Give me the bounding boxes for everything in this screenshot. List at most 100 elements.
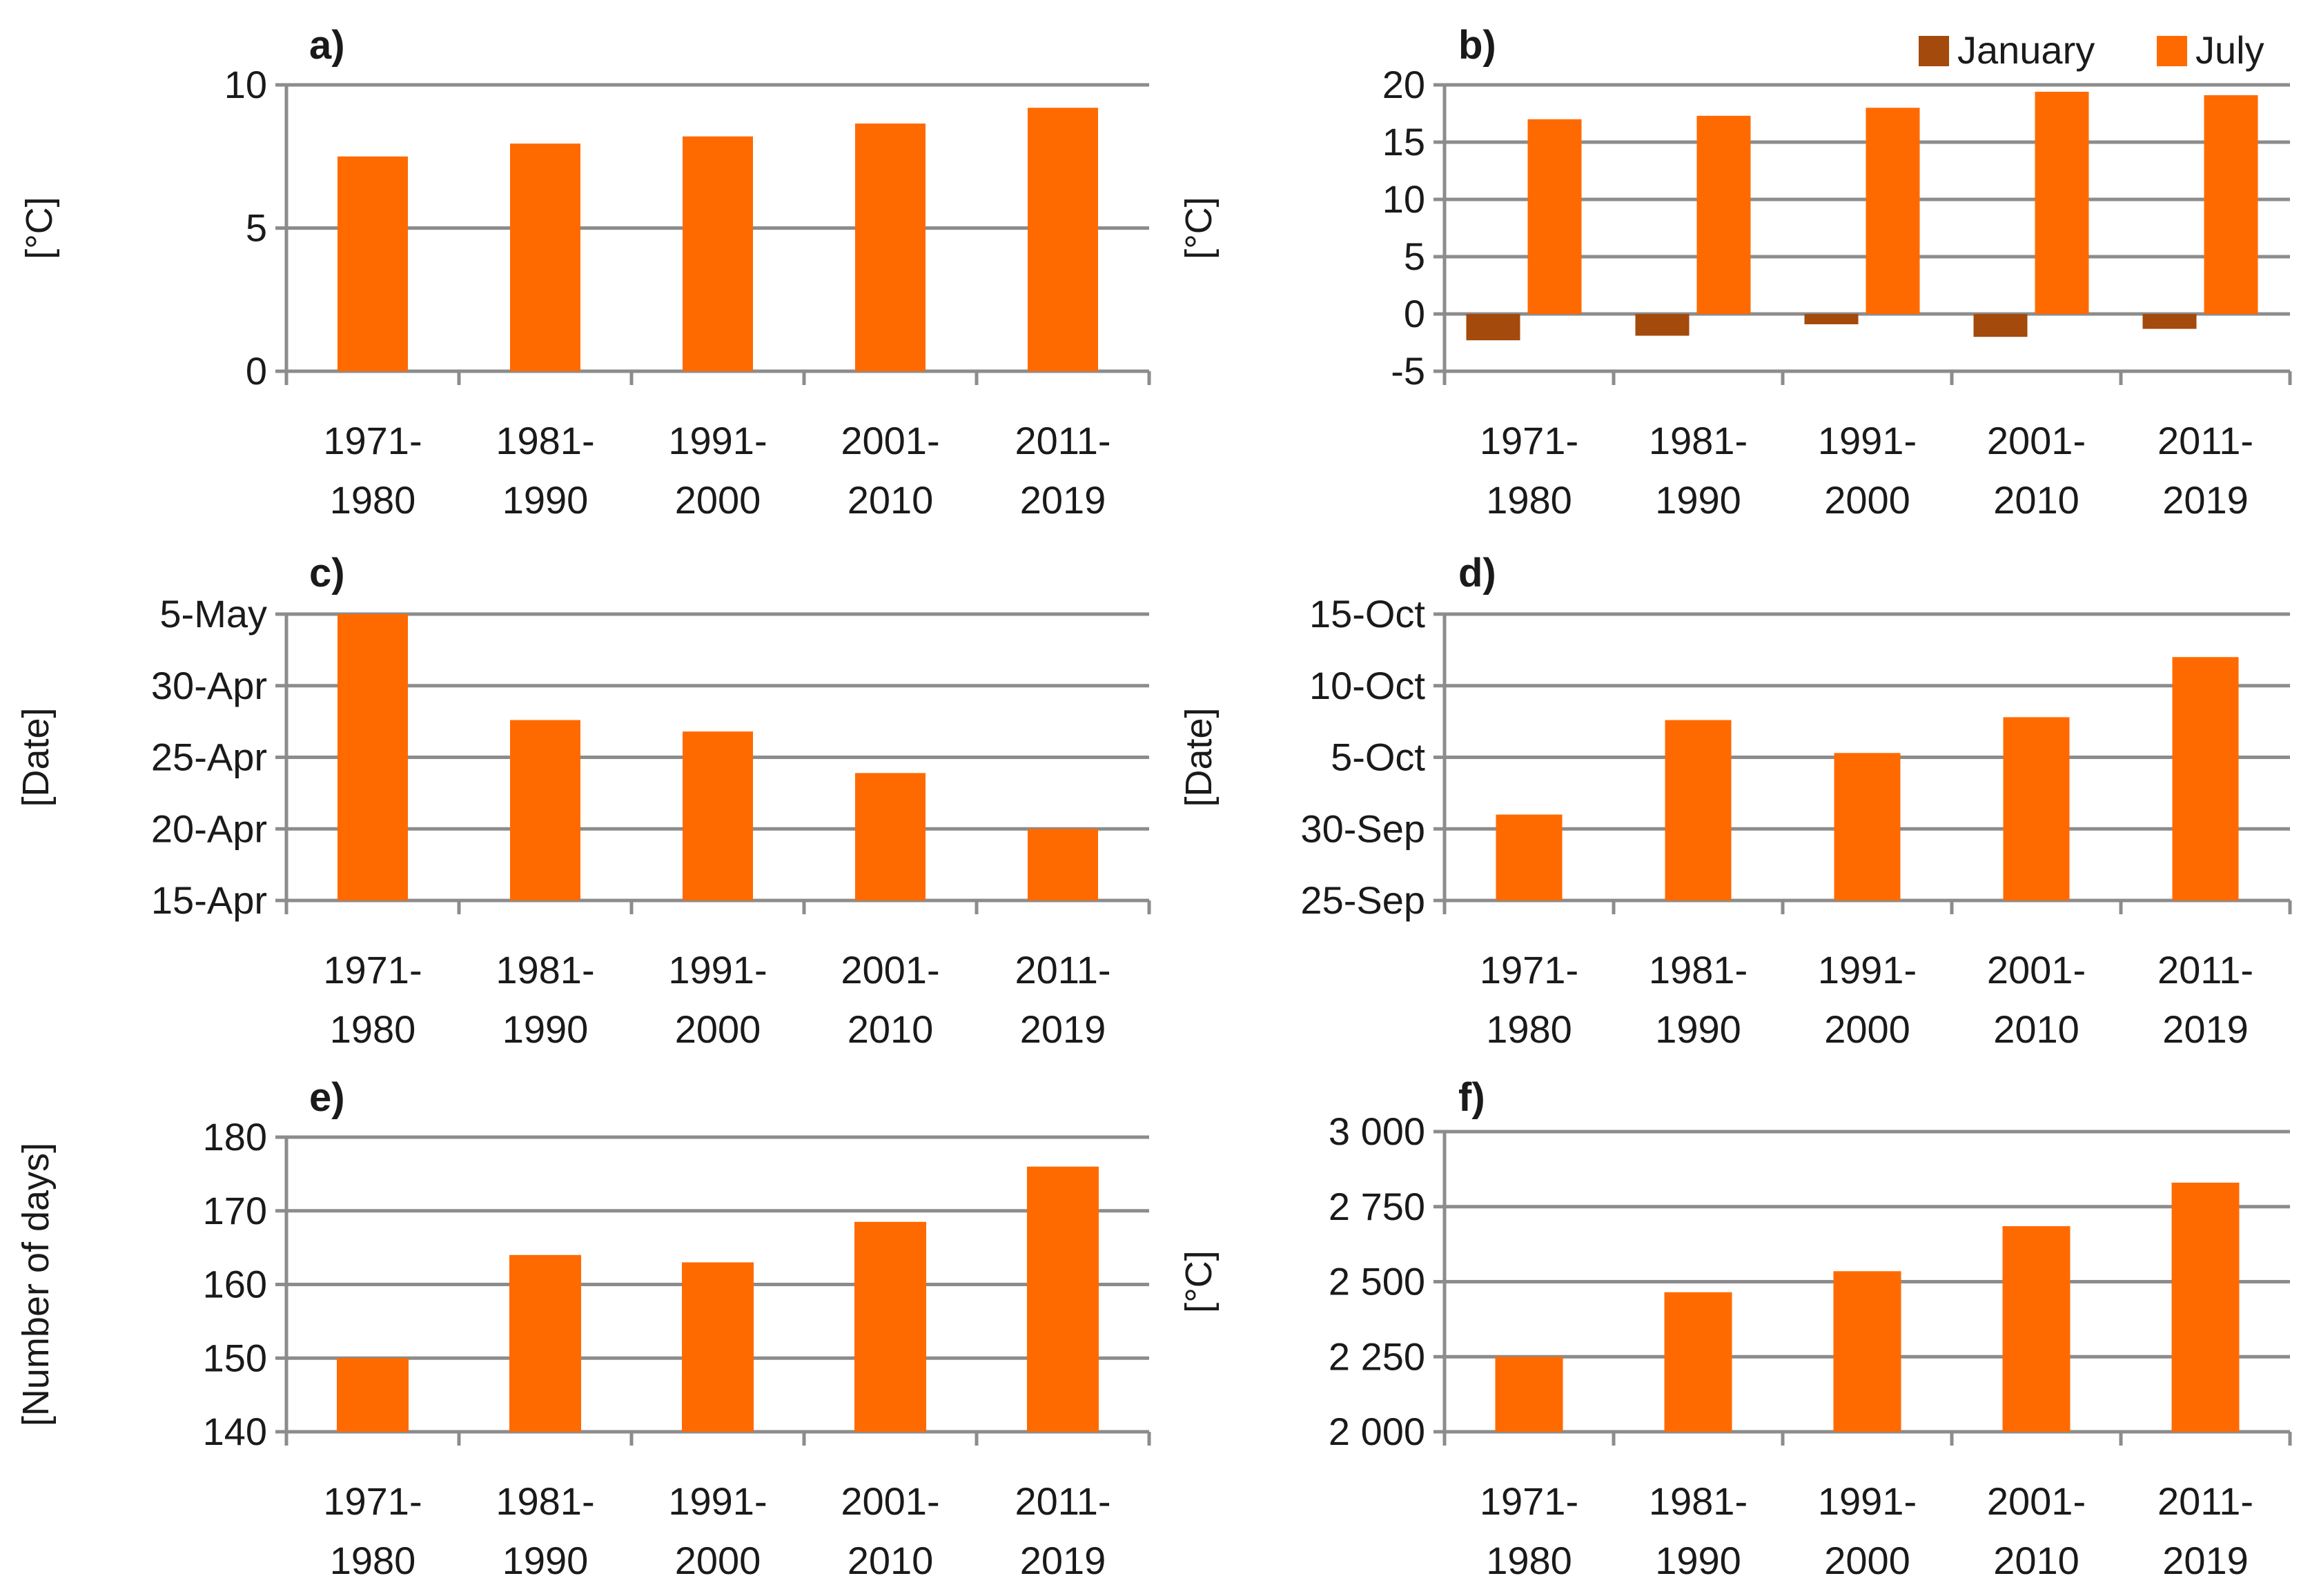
bar — [1664, 1292, 1732, 1432]
x-tick-label-line1: 2001- — [1987, 419, 2086, 462]
x-tick-label-line2: 1980 — [330, 1007, 416, 1051]
y-tick-label: 150 — [203, 1336, 267, 1379]
y-tick-label: 2 750 — [1329, 1185, 1425, 1228]
chart-d: 25-Sep30-Sep5-Oct10-Oct15-Oct1971-198019… — [1178, 551, 2292, 1051]
x-tick-label-line1: 2011- — [2157, 419, 2253, 462]
y-tick-label: 25-Apr — [151, 736, 267, 779]
bar-january — [1973, 314, 2028, 337]
y-tick-label: 20 — [1382, 63, 1425, 106]
chart-c: 15-Apr20-Apr25-Apr30-Apr5-May1971-198019… — [15, 551, 1151, 1051]
bar-january — [2142, 314, 2197, 329]
x-tick-label: 2001- 2010 — [841, 1479, 939, 1582]
x-tick-label-line2: 2000 — [675, 478, 761, 522]
bar-july — [2035, 91, 2089, 314]
bar — [855, 773, 926, 900]
x-tick-label: 1991- 2000 — [668, 1479, 767, 1582]
x-tick-label-line2: 1980 — [1486, 1539, 1572, 1582]
chart-a: 0 5 10 1971- 1980 1981- 1990 1991- 2000 2001- 2010… — [19, 23, 1151, 522]
x-tick-label-line1: 2001- — [1987, 1479, 2086, 1523]
bar — [1665, 720, 1732, 900]
y-tick-label: 15-Oct — [1309, 592, 1425, 636]
x-tick-label-line2: 2000 — [675, 1007, 761, 1051]
x-tick-label: 1971- 1980 — [1480, 1479, 1578, 1582]
x-tick-label-line1: 1981- — [1649, 948, 1748, 992]
y-tick-label: 2 250 — [1329, 1334, 1425, 1378]
x-tick-label: 2001- 2010 — [841, 948, 939, 1051]
x-tick-label: 1991- 2000 — [668, 419, 767, 522]
x-tick-label-line1: 1991- — [668, 948, 767, 992]
x-tick-label-line2: 2010 — [848, 1539, 934, 1582]
x-tick-label-line2: 2019 — [1020, 478, 1106, 522]
legend-swatch-january — [1919, 36, 1949, 66]
x-tick-label: 1981- 1990 — [1649, 1479, 1748, 1582]
x-tick-label-line1: 1991- — [1818, 1479, 1917, 1523]
bar — [1028, 108, 1098, 371]
x-tick-label-line1: 2011- — [2157, 948, 2253, 992]
x-tick-label: 1981- 1990 — [496, 419, 594, 522]
x-tick-label: 2011- 2019 — [1015, 948, 1110, 1051]
bar-july — [1696, 115, 1751, 314]
x-tick-label-line1: 1981- — [496, 1479, 594, 1523]
x-tick-label-line2: 1980 — [1486, 1007, 1572, 1051]
x-tick-label: 1981- 1990 — [1649, 948, 1748, 1051]
y-axis-label: [°C] — [19, 197, 60, 259]
x-tick-label: 2011- 2019 — [1015, 1479, 1110, 1582]
y-tick-label: 20-Apr — [151, 807, 267, 850]
x-tick-label: 1971- 1980 — [323, 948, 422, 1051]
x-tick-label-line2: 2019 — [1020, 1007, 1106, 1051]
bar — [683, 731, 753, 900]
panel-label: b) — [1458, 23, 1496, 68]
y-tick-label: 15-Apr — [151, 878, 267, 922]
bar — [2002, 1226, 2071, 1432]
x-tick-label: 2011- 2019 — [1015, 419, 1110, 522]
x-tick-label-line2: 2019 — [2162, 478, 2249, 522]
x-tick-label: 1971- 1980 — [1480, 948, 1578, 1051]
bar — [337, 1358, 409, 1432]
y-tick-label: 30-Apr — [151, 664, 267, 707]
chart-b: -5 0 5 10 15 20 1971- 1980 1981- 1990 1991- 2000 200… — [1178, 23, 2292, 522]
x-tick-label-line2: 1990 — [1655, 1007, 1741, 1051]
x-tick-label: 1991- 2000 — [1818, 948, 1917, 1051]
legend-label-july: July — [2195, 28, 2264, 72]
bar — [1496, 814, 1563, 900]
bar-january — [1466, 314, 1520, 341]
x-tick-label-line2: 1990 — [502, 1007, 589, 1051]
bar — [510, 144, 580, 371]
x-tick-label-line1: 1971- — [323, 419, 422, 462]
bar — [1027, 1166, 1099, 1432]
legend-label-january: January — [1957, 28, 2095, 72]
y-axis-label: [Date] — [1178, 707, 1220, 807]
x-tick-label-line1: 2001- — [841, 1479, 939, 1523]
x-tick-label-line2: 2019 — [1020, 1539, 1106, 1582]
bar — [2172, 657, 2239, 900]
x-tick-label-line2: 2000 — [675, 1539, 761, 1582]
panel-label: e) — [309, 1075, 345, 1120]
bar — [2171, 1182, 2240, 1432]
x-tick-label: 1991- 2000 — [668, 948, 767, 1051]
x-tick-label-line1: 1981- — [1649, 1479, 1748, 1523]
x-tick-label: 2011- 2019 — [2157, 1479, 2253, 1582]
x-tick-label: 1971- 1980 — [323, 419, 422, 522]
bar — [337, 156, 408, 371]
bar — [1495, 1357, 1563, 1432]
x-tick-label-line2: 2019 — [2162, 1007, 2249, 1051]
y-tick-label: 5-Oct — [1331, 736, 1425, 779]
bar-july — [1527, 119, 1582, 315]
x-tick-label-line1: 2011- — [1015, 948, 1110, 992]
y-tick-label: 0 — [246, 349, 267, 393]
bar — [682, 1262, 754, 1432]
x-tick-label-line2: 1990 — [1655, 1539, 1741, 1582]
x-tick-label: 1991- 2000 — [1818, 419, 1917, 522]
y-tick-label: -5 — [1391, 349, 1425, 393]
y-tick-label: 2 000 — [1329, 1410, 1425, 1453]
bar-july — [2204, 95, 2258, 314]
x-tick-label: 1991- 2000 — [1818, 1479, 1917, 1582]
panel-label: a) — [309, 23, 345, 68]
legend-swatch-july — [2157, 36, 2187, 66]
x-tick-label: 1981- 1990 — [496, 948, 594, 1051]
panel-label: d) — [1458, 551, 1496, 595]
x-tick-label-line1: 1971- — [1480, 948, 1578, 992]
bar — [1833, 1271, 1901, 1432]
x-tick-label-line2: 2010 — [848, 478, 934, 522]
bar — [2003, 717, 2070, 900]
